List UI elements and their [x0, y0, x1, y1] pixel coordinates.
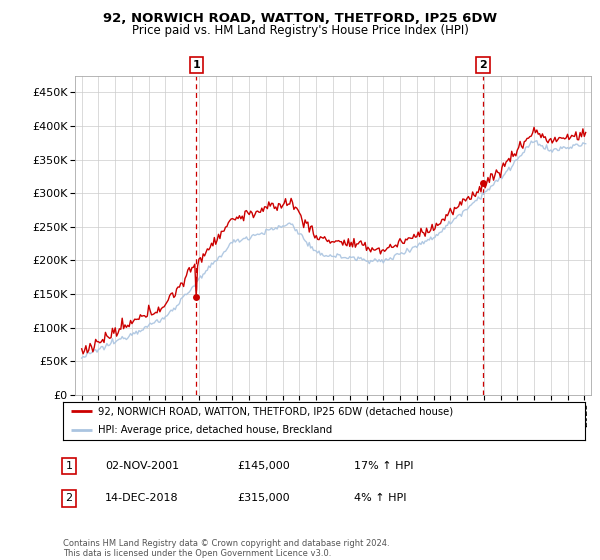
Text: 17% ↑ HPI: 17% ↑ HPI — [354, 461, 413, 471]
Text: 92, NORWICH ROAD, WATTON, THETFORD, IP25 6DW (detached house): 92, NORWICH ROAD, WATTON, THETFORD, IP25… — [98, 406, 454, 416]
Text: 1: 1 — [65, 461, 73, 471]
Text: 4% ↑ HPI: 4% ↑ HPI — [354, 493, 407, 503]
Text: 92, NORWICH ROAD, WATTON, THETFORD, IP25 6DW: 92, NORWICH ROAD, WATTON, THETFORD, IP25… — [103, 12, 497, 25]
Text: 2: 2 — [479, 60, 487, 70]
Text: 14-DEC-2018: 14-DEC-2018 — [105, 493, 179, 503]
Text: 1: 1 — [193, 60, 200, 70]
Text: 02-NOV-2001: 02-NOV-2001 — [105, 461, 179, 471]
Text: £145,000: £145,000 — [237, 461, 290, 471]
Text: Contains HM Land Registry data © Crown copyright and database right 2024.
This d: Contains HM Land Registry data © Crown c… — [63, 539, 389, 558]
Text: Price paid vs. HM Land Registry's House Price Index (HPI): Price paid vs. HM Land Registry's House … — [131, 24, 469, 37]
Text: HPI: Average price, detached house, Breckland: HPI: Average price, detached house, Brec… — [98, 425, 333, 435]
Text: £315,000: £315,000 — [237, 493, 290, 503]
Text: 2: 2 — [65, 493, 73, 503]
